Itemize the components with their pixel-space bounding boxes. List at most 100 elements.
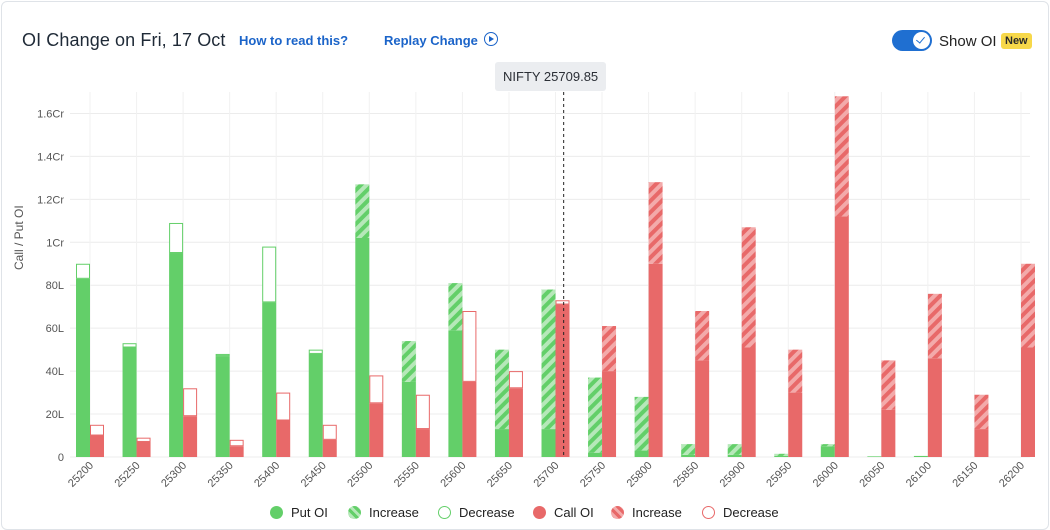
- put-decrease-bar: [122, 343, 137, 348]
- call-decrease-bar: [276, 392, 291, 421]
- how-to-read-link[interactable]: How to read this?: [239, 33, 349, 48]
- x-tick-label: 25850: [671, 460, 701, 490]
- show-oi-label: Show OI: [939, 33, 997, 50]
- call-increase-bar: [648, 182, 663, 264]
- y-tick-label: 20L: [46, 409, 64, 421]
- call-oi-bar: [555, 304, 570, 457]
- call-oi-bar: [229, 446, 244, 457]
- x-tick-label: 25800: [625, 460, 655, 490]
- call-decrease-bar: [183, 388, 198, 417]
- call-increase-bar: [881, 360, 896, 410]
- call-decrease-bar: [415, 394, 430, 430]
- put-increase-bar: [448, 283, 463, 331]
- y-tick-label: 40L: [46, 366, 64, 378]
- call-increase-bar: [1021, 263, 1035, 348]
- call-oi-bar: [927, 358, 942, 457]
- y-axis-ticks: 0 20L 40L 60L 80L 1Cr 1.2Cr 1.4Cr 1.6Cr: [37, 108, 64, 464]
- call-oi-bar: [1021, 347, 1035, 457]
- put-oi-bar: [448, 330, 463, 457]
- put-increase-bar: [401, 341, 416, 382]
- call-increase-bar: [788, 349, 803, 393]
- check-icon: [913, 32, 930, 49]
- call-increase-bar: [974, 394, 989, 430]
- x-tick-label: 25300: [159, 460, 189, 490]
- put-oi-bar: [588, 452, 603, 457]
- x-tick-label: 26100: [904, 460, 934, 490]
- x-tick-label: 25400: [252, 460, 282, 490]
- put-decrease-bar: [76, 263, 90, 279]
- x-tick-label: 26200: [997, 460, 1027, 490]
- y-tick-label: 0: [58, 452, 64, 464]
- put-increase-bar: [681, 444, 696, 455]
- y-tick-label: 1Cr: [46, 237, 64, 249]
- put-oi-bar: [262, 302, 277, 457]
- call-decrease-swatch-icon: [702, 506, 715, 519]
- x-tick-label: 25350: [206, 460, 236, 490]
- put-increase-bar: [634, 396, 649, 451]
- put-increase-bar: [774, 453, 789, 456]
- bars: [76, 96, 1035, 457]
- y-tick-label: 80L: [46, 280, 64, 292]
- put-oi-bar: [541, 429, 556, 457]
- put-oi-bar: [355, 238, 370, 457]
- call-increase-bar: [741, 227, 756, 348]
- page-title: OI Change on Fri, 17 Oct: [22, 30, 226, 50]
- x-tick-label: 25750: [578, 460, 608, 490]
- call-oi-bar: [648, 263, 663, 457]
- put-oi-bar: [681, 454, 696, 457]
- put-increase-bar: [820, 444, 835, 447]
- call-decrease-bar: [369, 375, 384, 404]
- call-decrease-bar: [229, 439, 244, 447]
- call-oi-bar: [834, 216, 849, 457]
- call-oi-swatch-icon: [533, 506, 546, 519]
- header: OI Change on Fri, 17 Oct How to read thi…: [2, 2, 1048, 62]
- x-tick-label: 25500: [345, 460, 375, 490]
- put-increase-bar: [727, 444, 742, 455]
- call-oi-bar: [602, 371, 617, 457]
- put-increase-bar: [494, 349, 509, 430]
- x-tick-label: 26050: [857, 460, 887, 490]
- call-increase-swatch-icon: [611, 506, 624, 519]
- call-oi-bar: [322, 439, 337, 457]
- call-decrease-bar: [322, 424, 337, 440]
- put-oi-bar: [634, 450, 649, 457]
- call-oi-bar: [369, 403, 384, 457]
- x-tick-label: 25700: [532, 460, 562, 490]
- call-oi-bar: [741, 347, 756, 457]
- call-increase-bar: [695, 311, 710, 361]
- put-oi-bar: [820, 446, 835, 457]
- put-oi-bar: [76, 278, 90, 457]
- replay-change-link[interactable]: Replay Change: [384, 33, 478, 48]
- call-increase-bar: [927, 293, 942, 359]
- put-decrease-swatch-icon: [438, 506, 451, 519]
- call-oi-bar: [788, 392, 803, 457]
- call-oi-bar: [462, 381, 477, 457]
- put-decrease-bar: [262, 246, 277, 303]
- call-oi-bar: [881, 409, 896, 457]
- y-tick-label: 60L: [46, 323, 64, 335]
- call-oi-bar: [508, 388, 523, 457]
- call-increase-bar: [834, 96, 849, 217]
- call-decrease-bar: [508, 371, 523, 389]
- x-tick-label: 25950: [764, 460, 794, 490]
- put-increase-bar: [588, 377, 603, 453]
- put-oi-swatch-icon: [270, 506, 283, 519]
- x-tick-label: 25900: [718, 460, 748, 490]
- put-decrease-bar: [215, 353, 230, 357]
- x-tick-label: 25550: [392, 460, 422, 490]
- play-circle-icon[interactable]: [484, 32, 498, 46]
- x-tick-label: 25200: [66, 460, 96, 490]
- x-tick-label: 26150: [950, 460, 980, 490]
- x-tick-label: 25650: [485, 460, 515, 490]
- call-decrease-bar: [90, 424, 104, 436]
- show-oi-toggle[interactable]: [892, 30, 932, 51]
- call-oi-bar: [415, 429, 430, 457]
- put-oi-bar: [401, 381, 416, 457]
- put-oi-bar: [169, 253, 184, 457]
- put-oi-bar: [774, 455, 789, 457]
- put-oi-bar: [122, 347, 137, 457]
- call-oi-bar: [183, 416, 198, 457]
- call-decrease-bar: [555, 300, 570, 305]
- call-oi-bar: [695, 360, 710, 457]
